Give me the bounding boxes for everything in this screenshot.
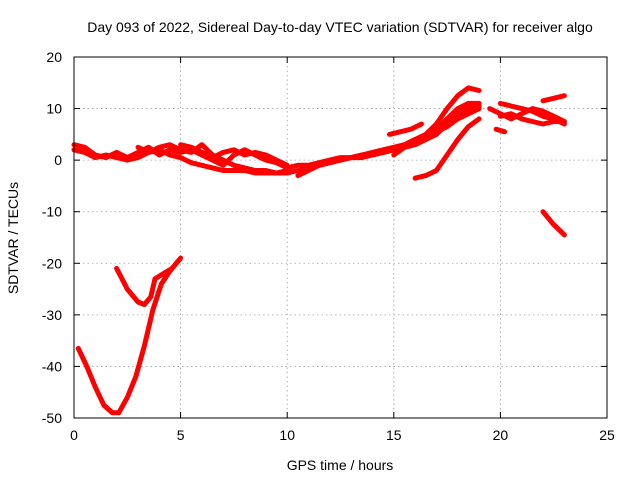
series-arc-15 [540, 93, 567, 104]
plot-frame [73, 56, 608, 419]
x-tick-label-5: 25 [599, 427, 615, 443]
x-tick-label-4: 20 [493, 427, 509, 443]
series-arc-4 [178, 142, 290, 168]
x-tick-label-0: 0 [70, 427, 78, 443]
x-axis-label: GPS time / hours [287, 457, 394, 473]
axis-ticks: 0 5 10 15 20 25 -50 -40 -30 -20 -10 0 10 20 [42, 49, 615, 443]
series-arc-18 [114, 265, 175, 307]
series-arc-14 [493, 126, 508, 135]
x-tick-label-1: 5 [177, 427, 185, 443]
y-tick-label-4: -10 [42, 204, 62, 220]
data-series [71, 85, 567, 416]
grid-lines [74, 57, 607, 418]
y-axis-label: SDTVAR / TECUs [5, 182, 21, 294]
y-tick-label-6: 10 [46, 101, 62, 117]
series-arc-12 [497, 100, 567, 127]
series-arc-7 [295, 100, 482, 179]
y-tick-label-7: 20 [46, 49, 62, 65]
series-arc-16 [540, 209, 567, 238]
series-arc-9 [387, 121, 424, 137]
y-tick-label-1: -40 [42, 358, 62, 374]
y-tick-label-2: -30 [42, 307, 62, 323]
series-arc-17 [75, 255, 184, 416]
series-arc-10 [412, 116, 482, 181]
x-tick-label-3: 15 [386, 427, 402, 443]
series-arc-13 [497, 111, 567, 127]
y-tick-label-3: -20 [42, 255, 62, 271]
chart-title: Day 093 of 2022, Sidereal Day-to-day VTE… [87, 19, 593, 35]
y-tick-label-5: 0 [54, 152, 62, 168]
series-arc-8 [391, 85, 482, 158]
x-tick-label-2: 10 [279, 427, 295, 443]
y-tick-label-0: -50 [42, 410, 62, 426]
